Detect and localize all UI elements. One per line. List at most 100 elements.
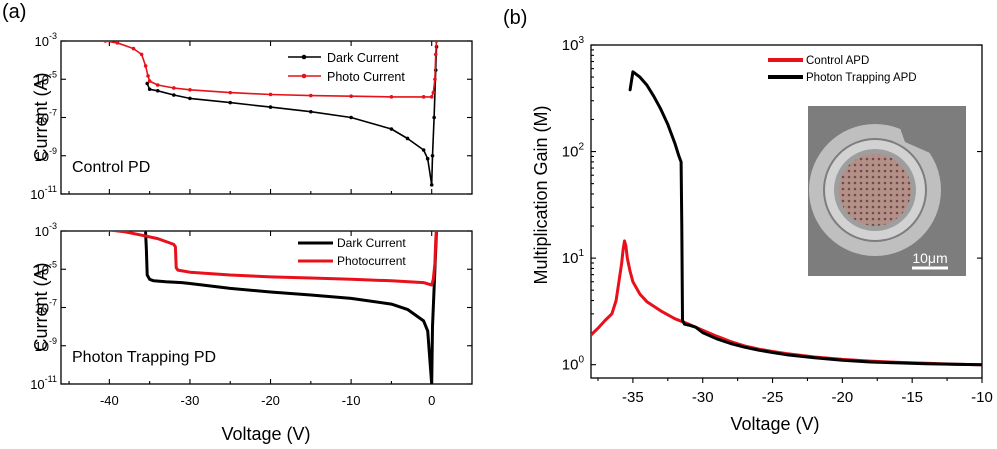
inset-label: Control PD bbox=[72, 159, 150, 176]
plot-multiplication-gain: 103 102 101 100 -35 -30 -25 -20 -15 -10 Multipli… bbox=[531, 35, 993, 434]
inset-sem-image: 10μm bbox=[808, 106, 966, 276]
data-point bbox=[146, 74, 150, 78]
data-point bbox=[139, 52, 144, 57]
data-point bbox=[433, 52, 438, 57]
x-tick-label: -30 bbox=[181, 393, 200, 408]
data-point bbox=[268, 105, 273, 109]
y-tick-label: 10-5 bbox=[35, 259, 57, 277]
data-point bbox=[389, 127, 394, 131]
legend: Dark Current Photo Current bbox=[288, 51, 405, 84]
y-tick-label: 100 bbox=[562, 355, 585, 374]
scale-bar-label: 10μm bbox=[912, 250, 947, 266]
y-tick-label: 10-9 bbox=[35, 146, 57, 164]
x-tick-label: -10 bbox=[342, 393, 361, 408]
data-point bbox=[349, 94, 353, 98]
data-point bbox=[147, 79, 152, 83]
plot-control-pd: 10-3 10-5 10-7 10-9 10-11 Current (A) Contro… bbox=[30, 31, 473, 202]
series-line-photo-current bbox=[104, 41, 438, 98]
data-point bbox=[389, 95, 394, 99]
data-point bbox=[421, 95, 426, 99]
panel-label-a: (a) bbox=[2, 1, 26, 23]
data-point bbox=[103, 41, 108, 43]
data-point bbox=[115, 41, 120, 45]
data-point bbox=[155, 83, 160, 87]
sem-ring-notch bbox=[900, 128, 950, 160]
y-tick-label: 101 bbox=[562, 248, 585, 267]
data-point bbox=[155, 88, 160, 93]
y-axis-title: Current (A) bbox=[31, 72, 51, 161]
y-tick-label: 10-7 bbox=[35, 298, 57, 316]
x-tick-label: -35 bbox=[622, 389, 644, 406]
y-axis-title: Current (A) bbox=[31, 262, 51, 351]
series-line-dark-current bbox=[144, 231, 438, 384]
data-point bbox=[421, 148, 426, 152]
x-tick-label: -40 bbox=[100, 393, 119, 408]
series-line-photocurrent bbox=[105, 231, 438, 287]
x-axis-title: Voltage (V) bbox=[221, 424, 310, 444]
data-point bbox=[145, 81, 150, 86]
legend-label-dark: Dark Current bbox=[337, 236, 406, 250]
data-point bbox=[147, 87, 152, 92]
y-tick-label: 10-7 bbox=[35, 108, 57, 126]
x-tick-label: -20 bbox=[261, 393, 280, 408]
data-point bbox=[349, 115, 353, 120]
x-tick-label: 0 bbox=[428, 393, 435, 408]
data-point bbox=[188, 88, 192, 92]
legend-marker-photo bbox=[301, 73, 307, 79]
legend-label-dark: Dark Current bbox=[327, 51, 399, 65]
series-group bbox=[591, 70, 982, 367]
data-point bbox=[172, 86, 176, 90]
series-group bbox=[105, 231, 438, 384]
x-tick-label: -10 bbox=[971, 389, 993, 406]
x-axis-ticks bbox=[68, 41, 433, 194]
data-point bbox=[131, 46, 136, 51]
data-point bbox=[188, 96, 192, 101]
y-axis-ticks: 10-3 10-5 10-7 10-9 10-11 bbox=[30, 31, 472, 202]
y-tick-label: 10-9 bbox=[35, 336, 57, 354]
y-tick-label: 103 bbox=[562, 35, 585, 54]
series-line-photon-trapping-apd bbox=[628, 70, 982, 367]
legend-marker-dark bbox=[301, 54, 307, 60]
data-point bbox=[425, 156, 430, 161]
data-point bbox=[429, 95, 434, 99]
x-axis-ticks: -35 -30 -25 -20 -15 -10 bbox=[597, 378, 993, 406]
y-tick-label: 10-5 bbox=[35, 69, 57, 87]
data-point bbox=[143, 64, 148, 68]
legend-label-photon-trapping-apd: Photon Trapping APD bbox=[806, 72, 917, 84]
series-group bbox=[103, 41, 439, 187]
data-point bbox=[430, 153, 435, 158]
y-axis-ticks: 10-3 10-5 10-7 10-9 10-11 bbox=[30, 221, 472, 392]
legend-label-photo: Photo Current bbox=[327, 70, 405, 84]
x-tick-label: -30 bbox=[692, 389, 714, 406]
data-point bbox=[309, 109, 313, 114]
data-point bbox=[432, 115, 436, 120]
x-axis-ticks: -40 -30 -20 -10 0 bbox=[68, 231, 435, 408]
data-point bbox=[433, 77, 437, 82]
plot-frame bbox=[590, 44, 983, 379]
sem-photon-trapping-holes bbox=[839, 154, 911, 226]
x-axis-title: Voltage (V) bbox=[730, 414, 819, 434]
legend: Control APD Photon Trapping APD bbox=[768, 55, 917, 84]
data-point bbox=[172, 93, 176, 97]
data-point bbox=[431, 90, 436, 95]
x-tick-label: -25 bbox=[762, 389, 784, 406]
data-point bbox=[228, 100, 233, 105]
data-point bbox=[309, 93, 313, 98]
legend: Dark Current Photocurrent bbox=[298, 236, 406, 268]
panel-label-b: (b) bbox=[503, 7, 527, 29]
series-line-dark-current bbox=[146, 45, 438, 186]
y-axis-ticks: 103 102 101 100 bbox=[562, 35, 982, 374]
x-tick-label: -15 bbox=[901, 389, 923, 406]
inset-label: Photon Trapping PD bbox=[72, 349, 216, 366]
y-tick-label: 10-11 bbox=[30, 374, 57, 392]
data-point bbox=[405, 136, 410, 141]
y-tick-label: 10-3 bbox=[35, 31, 57, 49]
data-point bbox=[429, 183, 434, 187]
data-point bbox=[434, 41, 439, 43]
y-axis-title: Multiplication Gain (M) bbox=[531, 105, 551, 284]
legend-label-control-apd: Control APD bbox=[806, 55, 869, 67]
plot-photon-trapping-pd: 10-3 10-5 10-7 10-9 10-11 -40 -30 -20 -10 0 Curr… bbox=[30, 221, 473, 444]
legend-label-photo: Photocurrent bbox=[337, 254, 406, 268]
y-tick-label: 102 bbox=[562, 142, 585, 161]
